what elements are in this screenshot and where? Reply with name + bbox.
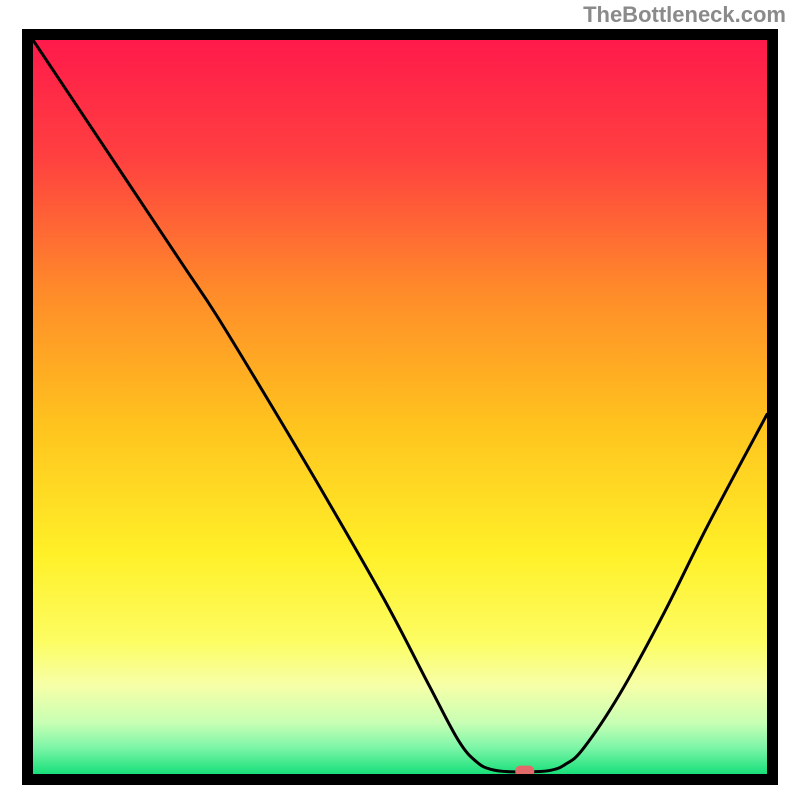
bottleneck-chart [0,0,800,800]
chart-container: TheBottleneck.com [0,0,800,800]
plot-background [33,40,767,774]
